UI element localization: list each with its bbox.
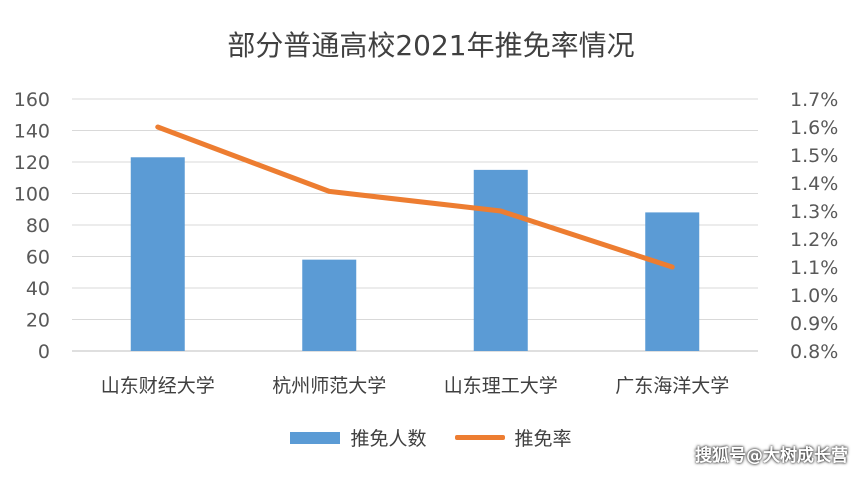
- left-tick-label: 0: [38, 341, 50, 363]
- legend-label-line: 推免率: [514, 428, 572, 450]
- right-axis-ticks: 0.8% 0.9% 1.0% 1.1% 1.2% 1.3% 1.4% 1.5% 1.6% 1.7%: [790, 89, 838, 363]
- right-tick-label: 1.2%: [790, 229, 838, 251]
- right-tick-label: 1.7%: [790, 89, 838, 111]
- category-label: 山东财经大学: [101, 375, 215, 397]
- bar: [473, 169, 528, 351]
- left-tick-label: 20: [26, 310, 50, 332]
- bars: [130, 157, 700, 351]
- left-tick-label: 60: [26, 247, 50, 269]
- category-label: 山东理工大学: [444, 375, 558, 397]
- category-label: 杭州师范大学: [272, 375, 386, 397]
- left-tick-label: 140: [14, 121, 50, 143]
- gridlines: [72, 98, 758, 352]
- left-tick-label: 40: [26, 278, 50, 300]
- left-tick-label: 160: [14, 89, 50, 111]
- legend: 推免人数 推免率: [0, 424, 862, 451]
- right-tick-label: 1.1%: [790, 257, 838, 279]
- bar: [130, 157, 185, 351]
- category-label: 广东海洋大学: [615, 375, 729, 397]
- legend-item-line: 推免率: [454, 424, 572, 451]
- bar: [302, 259, 357, 351]
- legend-swatch-bar: [290, 431, 341, 444]
- left-tick-label: 80: [26, 215, 50, 237]
- right-tick-label: 1.3%: [790, 201, 838, 223]
- category-axis-labels: 山东财经大学 杭州师范大学 山东理工大学 广东海洋大学: [101, 375, 730, 397]
- right-tick-label: 1.4%: [790, 173, 838, 195]
- left-tick-label: 120: [14, 152, 50, 174]
- legend-swatch-line: [454, 435, 505, 440]
- rate-line: [155, 124, 675, 270]
- left-axis-ticks: 0 20 40 60 80 100 120 140 160: [14, 89, 50, 363]
- watermark: 搜狐号@大树成长营: [695, 446, 848, 466]
- right-tick-label: 1.5%: [790, 145, 838, 167]
- right-tick-label: 0.8%: [790, 341, 838, 363]
- left-tick-label: 100: [14, 184, 50, 206]
- rate-line-group: [155, 124, 675, 270]
- legend-label-bar: 推免人数: [350, 428, 427, 450]
- right-tick-label: 1.0%: [790, 285, 838, 307]
- right-tick-label: 0.9%: [790, 313, 838, 335]
- chart-title: 部分普通高校2021年推免率情况: [227, 29, 635, 62]
- right-tick-label: 1.6%: [790, 117, 838, 139]
- bar: [645, 212, 700, 351]
- legend-item-bar: 推免人数: [290, 424, 427, 451]
